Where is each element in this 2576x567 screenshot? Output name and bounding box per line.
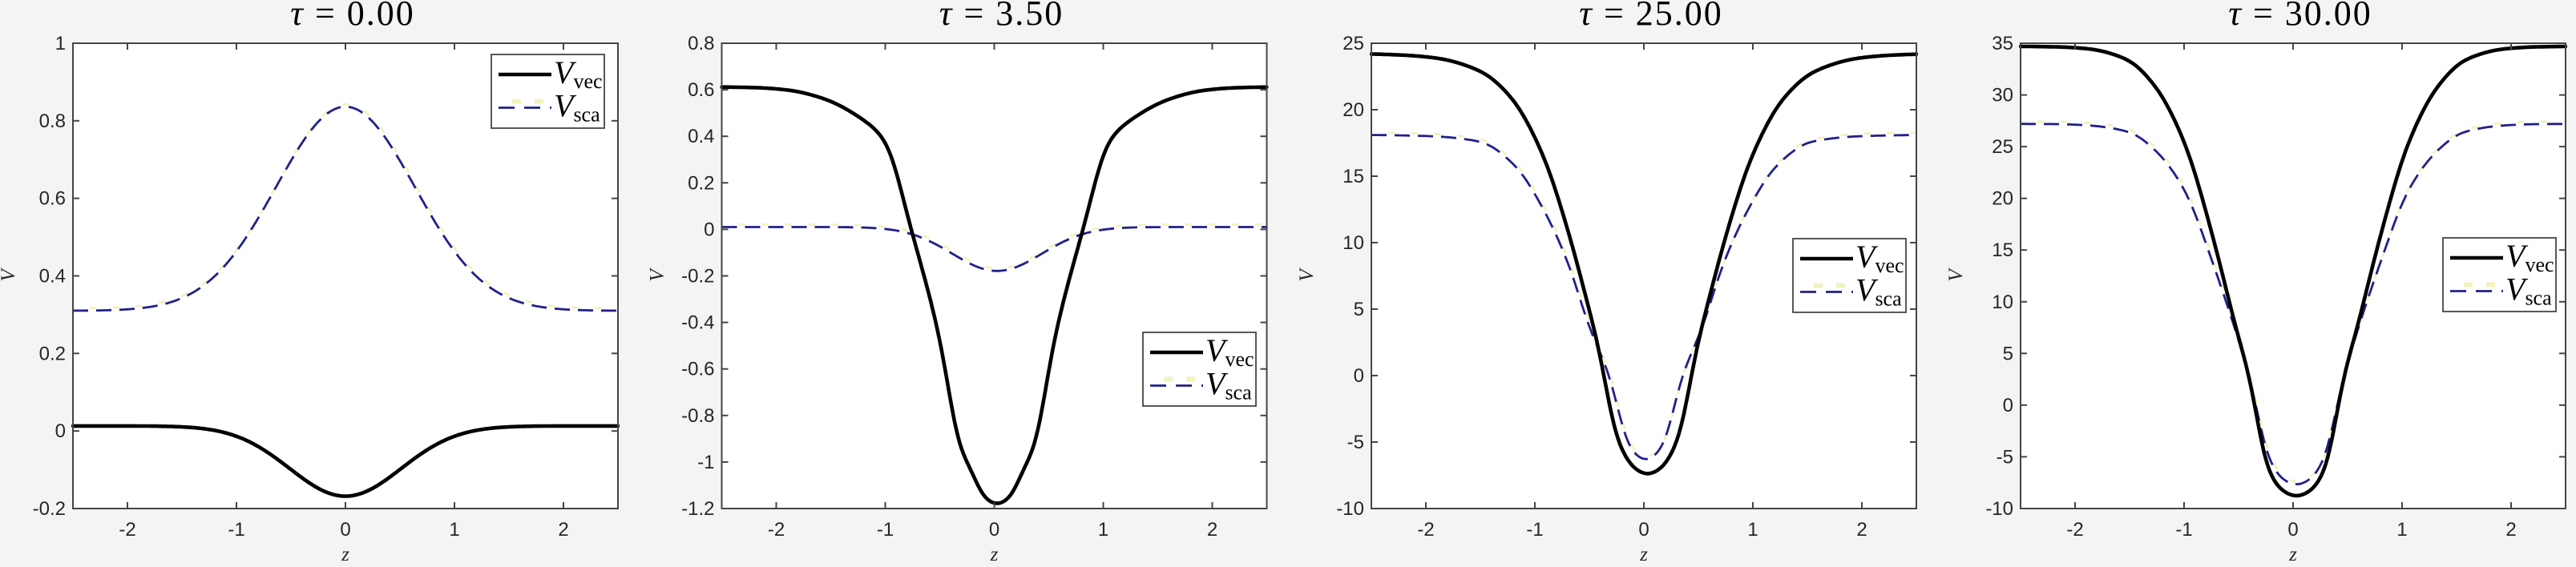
svg-text:z: z <box>990 544 999 563</box>
svg-text:5: 5 <box>1354 299 1364 320</box>
svg-text:-10: -10 <box>1336 498 1364 520</box>
svg-text:15: 15 <box>1343 166 1364 187</box>
svg-text:-2: -2 <box>2066 519 2083 541</box>
svg-text:Vvec: Vvec <box>554 54 603 93</box>
svg-text:τ = 0.00: τ = 0.00 <box>290 0 415 33</box>
svg-text:-0.8: -0.8 <box>681 405 714 427</box>
svg-text:1: 1 <box>1747 519 1758 541</box>
svg-text:1: 1 <box>2396 519 2407 541</box>
svg-text:10: 10 <box>1992 292 2013 313</box>
svg-text:0.6: 0.6 <box>688 79 714 101</box>
svg-text:V: V <box>1296 267 1318 282</box>
svg-text:V: V <box>647 267 668 282</box>
svg-text:2: 2 <box>558 519 568 541</box>
svg-text:0: 0 <box>340 519 350 541</box>
svg-text:-5: -5 <box>1997 446 2013 468</box>
svg-text:0: 0 <box>2003 395 2013 416</box>
svg-text:0.8: 0.8 <box>688 33 714 54</box>
svg-text:1: 1 <box>55 33 66 54</box>
svg-text:0.2: 0.2 <box>39 343 66 364</box>
svg-text:0.2: 0.2 <box>688 172 714 194</box>
svg-text:35: 35 <box>1992 33 2013 54</box>
svg-text:-1: -1 <box>877 519 894 541</box>
svg-text:Vsca: Vsca <box>1205 366 1252 404</box>
svg-text:20: 20 <box>1992 188 2013 210</box>
svg-text:-1.2: -1.2 <box>681 498 714 520</box>
svg-text:-0.2: -0.2 <box>33 498 66 520</box>
svg-text:Vsca: Vsca <box>1855 272 1902 311</box>
svg-text:Vsca: Vsca <box>554 88 600 127</box>
svg-text:20: 20 <box>1343 99 1364 121</box>
svg-text:30: 30 <box>1992 85 2013 107</box>
svg-text:0.6: 0.6 <box>39 188 66 210</box>
svg-text:2: 2 <box>1856 519 1867 541</box>
svg-text:τ = 30.00: τ = 30.00 <box>2228 0 2372 33</box>
svg-text:0: 0 <box>1638 519 1649 541</box>
svg-text:0.4: 0.4 <box>39 266 66 288</box>
svg-text:0: 0 <box>989 519 999 541</box>
svg-text:-0.4: -0.4 <box>681 312 714 334</box>
svg-text:z: z <box>1639 544 1648 563</box>
svg-text:Vvec: Vvec <box>1205 332 1254 371</box>
svg-text:-2: -2 <box>1417 519 1434 541</box>
svg-text:τ = 3.50: τ = 3.50 <box>939 0 1064 33</box>
svg-text:z: z <box>341 544 349 563</box>
svg-text:Vsca: Vsca <box>2505 271 2552 310</box>
svg-text:0: 0 <box>2287 519 2298 541</box>
svg-text:25: 25 <box>1343 33 1364 54</box>
svg-text:0.4: 0.4 <box>688 126 714 147</box>
svg-text:z: z <box>2288 544 2297 563</box>
svg-text:0: 0 <box>704 219 714 240</box>
svg-text:Vvec: Vvec <box>1855 239 1904 277</box>
svg-text:-1: -1 <box>1526 519 1543 541</box>
svg-text:-2: -2 <box>119 519 135 541</box>
svg-text:-10: -10 <box>1985 498 2013 520</box>
svg-text:0: 0 <box>55 420 66 442</box>
svg-text:2: 2 <box>1207 519 1217 541</box>
svg-text:1: 1 <box>449 519 459 541</box>
svg-text:Vvec: Vvec <box>2505 238 2554 276</box>
svg-text:2: 2 <box>2505 519 2516 541</box>
svg-text:1: 1 <box>1098 519 1108 541</box>
svg-text:V: V <box>0 267 19 282</box>
svg-text:τ = 25.00: τ = 25.00 <box>1579 0 1723 33</box>
svg-text:V: V <box>1945 267 1967 282</box>
svg-text:-2: -2 <box>768 519 785 541</box>
svg-text:25: 25 <box>1992 136 2013 158</box>
svg-text:-1: -1 <box>697 452 714 473</box>
svg-text:-0.6: -0.6 <box>681 359 714 380</box>
svg-text:0: 0 <box>1354 365 1364 387</box>
svg-text:10: 10 <box>1343 232 1364 254</box>
svg-text:5: 5 <box>2003 343 2013 364</box>
svg-text:-5: -5 <box>1347 432 1364 453</box>
svg-text:0.8: 0.8 <box>39 111 66 132</box>
svg-text:-0.2: -0.2 <box>681 266 714 288</box>
svg-text:-1: -1 <box>228 519 244 541</box>
svg-text:-1: -1 <box>2175 519 2192 541</box>
svg-text:15: 15 <box>1992 239 2013 261</box>
